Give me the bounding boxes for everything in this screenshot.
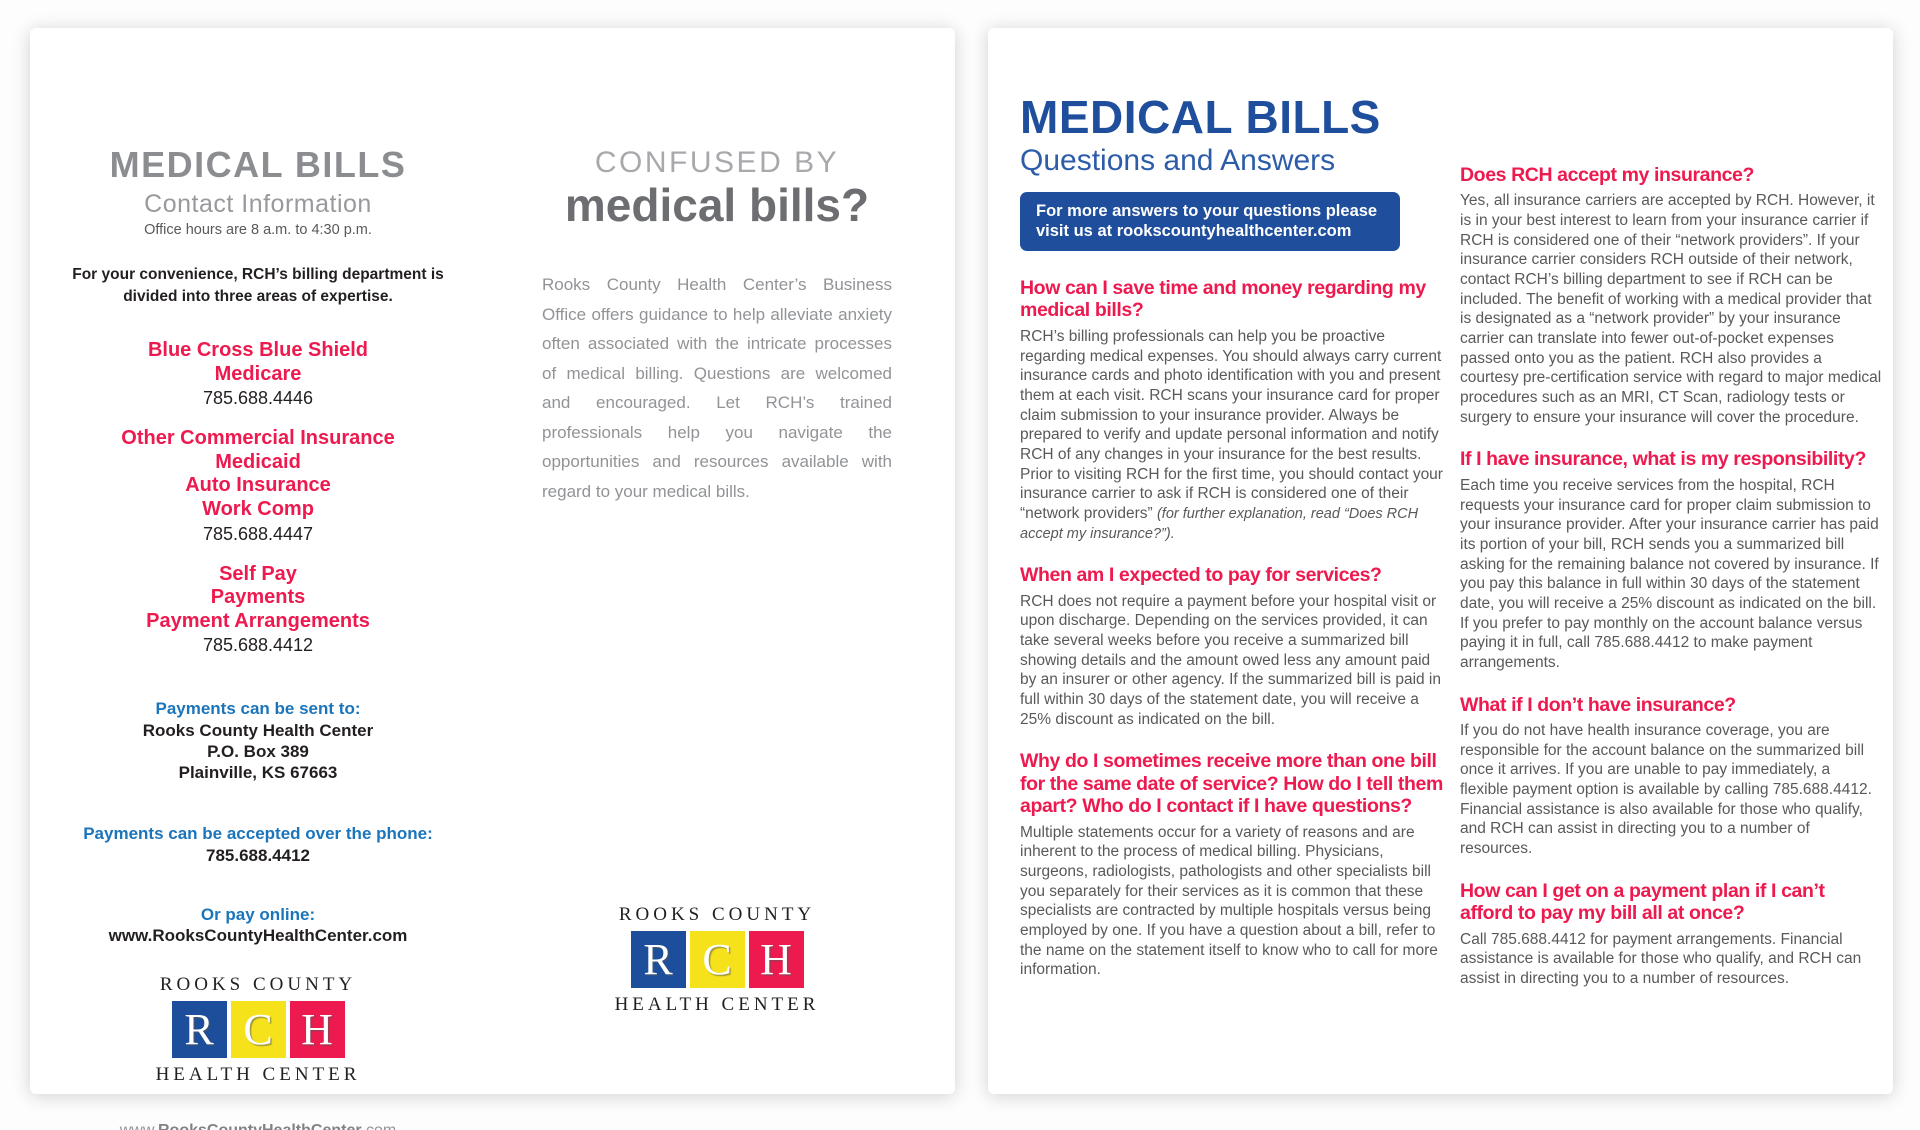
logo-c-square: C [230, 1001, 286, 1059]
qa-accept-insurance: Does RCH accept my insurance? Yes, all i… [1460, 164, 1882, 427]
logo-health-center-text: HEALTH CENTER [614, 994, 820, 1015]
question-heading: What if I don’t have insurance? [1460, 693, 1736, 716]
logo-rooks-county-text: ROOKS COUNTY [159, 974, 357, 996]
rch-logo: ROOKS COUNTY R C H HEALTH CENTER [58, 974, 458, 1086]
department-name: Medicare [214, 362, 302, 385]
more-answers-banner: For more answers to your questions pleas… [1020, 192, 1400, 251]
page-subtitle: Contact Information [144, 190, 372, 218]
qa-payment-plan: How can I get on a payment plan if I can… [1460, 880, 1882, 989]
qa-when-pay: When am I expected to pay for services? … [1020, 564, 1444, 729]
logo-squares: R C H [58, 1001, 458, 1059]
answer-text: RCH does not require a payment before yo… [1020, 592, 1441, 728]
answer-text: Multiple statements occur for a variety … [1020, 823, 1438, 979]
contact-column: MEDICAL BILLS Contact Information Office… [58, 144, 458, 1130]
footer-web-pre: www. [120, 1122, 158, 1130]
department-phone: 785.688.4412 [202, 635, 314, 656]
question-heading: When am I expected to pay for services? [1020, 564, 1382, 587]
answer-text: Each time you receive services from the … [1460, 476, 1879, 671]
payments-phone-label: Payments can be accepted over the phone: [83, 824, 433, 844]
department-name: Blue Cross Blue Shield [147, 338, 369, 361]
confused-body-text: Rooks County Health Center’s Business Of… [542, 275, 892, 501]
pay-online-url: www.RooksCountyHealthCenter.com [108, 926, 408, 946]
footer-website: www.RooksCountyHealthCenter.com [58, 1122, 458, 1130]
payments-phone-number: 785.688.4412 [206, 845, 310, 865]
office-hours: Office hours are 8 a.m. to 4:30 p.m. [144, 222, 372, 238]
answer-body: RCH’s billing professionals can help you… [1020, 327, 1443, 522]
confused-heading-top: CONFUSED BY [594, 146, 840, 179]
question-heading: If I have insurance, what is my responsi… [1460, 448, 1866, 471]
department-name: Medicaid [215, 450, 301, 473]
logo-h-square: H [289, 1001, 345, 1059]
pay-online-block: Or pay online: www.RooksCountyHealthCent… [58, 904, 458, 947]
banner-line2: visit us at rookscountyhealthcenter.com [1036, 222, 1352, 240]
question-heading: Does RCH accept my insurance? [1460, 164, 1755, 186]
qa-page-title: MEDICAL BILLS [1020, 91, 1381, 143]
rch-logo: ROOKS COUNTY R C H HEALTH CENTER [542, 904, 892, 1016]
qa-no-insurance: What if I don’t have insurance? If you d… [1460, 694, 1882, 859]
qa-column-2: Does RCH accept my insurance? Yes, all i… [1460, 164, 1882, 1010]
rch-logo-secondary: ROOKS COUNTY R C H HEALTH CENTER [542, 904, 892, 1016]
confused-column: CONFUSED BY medical bills? Rooks County … [542, 146, 892, 506]
qa-page-subtitle: Questions and Answers [1020, 144, 1336, 177]
qa-save-time: How can I save time and money regarding … [1020, 277, 1444, 543]
department-name: Payments [210, 586, 306, 609]
mail-line: Plainville, KS 67663 [178, 763, 338, 783]
payments-mail-label: Payments can be sent to: [155, 699, 361, 719]
intro-text: For your convenience, RCH’s billing depa… [72, 266, 444, 306]
department-phone: 785.688.4446 [202, 388, 314, 409]
department-selfpay: Self Pay Payments Payment Arrangements 7… [58, 563, 458, 657]
department-name: Work Comp [202, 497, 314, 520]
logo-health-center-text: HEALTH CENTER [155, 1064, 361, 1086]
logo-r-square: R [171, 1001, 227, 1059]
payments-mail-block: Payments can be sent to: Rooks County He… [58, 698, 458, 783]
question-heading: How can I get on a payment plan if I can… [1460, 879, 1825, 925]
logo-r-square: R [630, 931, 686, 988]
logo-c-square: C [689, 931, 745, 988]
qa-column-1: MEDICAL BILLS Questions and Answers For … [1020, 90, 1444, 1001]
department-phone: 785.688.4447 [202, 523, 314, 544]
brochure-page-right: MEDICAL BILLS Questions and Answers For … [988, 28, 1893, 1094]
page-title: MEDICAL BILLS [109, 144, 407, 185]
question-heading: How can I save time and money regarding … [1020, 277, 1426, 322]
qa-my-responsibility: If I have insurance, what is my responsi… [1460, 448, 1882, 672]
footer-web-post: .com [362, 1122, 397, 1130]
logo-rooks-county-text: ROOKS COUNTY [618, 904, 816, 925]
answer-text: RCH’s billing professionals can help you… [1020, 327, 1444, 543]
question-heading: Why do I sometimes receive more than one… [1020, 750, 1443, 818]
banner-line1: For more answers to your questions pleas… [1036, 202, 1378, 220]
brochure-page-left: MEDICAL BILLS Contact Information Office… [30, 28, 955, 1130]
department-name: Self Pay [219, 562, 297, 585]
qa-multiple-bills: Why do I sometimes receive more than one… [1020, 750, 1444, 980]
department-name: Other Commercial Insurance [121, 427, 395, 450]
answer-italic-note: (for further explanation, read “Does RCH… [1020, 505, 1419, 542]
answer-text: Call 785.688.4412 for payment arrangemen… [1460, 930, 1862, 987]
logo-h-square: H [748, 931, 804, 988]
footer-web-bold: RooksCountyHealthCenter [158, 1122, 362, 1130]
left-footer: www.RooksCountyHealthCenter.com 1210 N. … [58, 1122, 458, 1130]
mail-line: Rooks County Health Center [142, 720, 374, 740]
payments-phone-block: Payments can be accepted over the phone:… [58, 823, 458, 866]
answer-text: Yes, all insurance carriers are accepted… [1460, 192, 1882, 426]
department-name: Auto Insurance [185, 474, 331, 497]
confused-heading-main: medical bills? [564, 179, 870, 231]
pay-online-label: Or pay online: [200, 904, 316, 924]
logo-squares: R C H [542, 931, 892, 988]
department-name: Payment Arrangements [146, 609, 370, 632]
department-bcbs: Blue Cross Blue Shield Medicare 785.688.… [58, 339, 458, 409]
department-commercial: Other Commercial Insurance Medicaid Auto… [58, 427, 458, 544]
answer-text: If you do not have health insurance cove… [1460, 722, 1872, 858]
mail-line: P.O. Box 389 [207, 741, 309, 761]
